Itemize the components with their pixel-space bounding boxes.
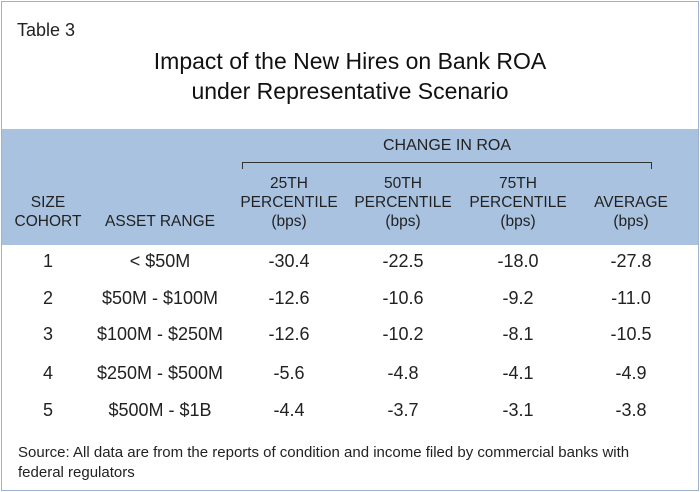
col-header-line: AVERAGE — [594, 194, 668, 211]
cell-average: -10.5 — [610, 324, 652, 344]
cell-average: -27.8 — [610, 251, 652, 271]
group-header-change-in-roa: CHANGE IN ROA — [382, 137, 511, 154]
cell-average: -3.8 — [615, 400, 647, 420]
col-header-line: 75TH — [499, 175, 537, 192]
cell-asset-range: $250M - $500M — [96, 363, 224, 383]
col-header-line: (bps) — [500, 213, 536, 230]
col-header-line: COHORT — [14, 213, 82, 230]
cell-25th-percentile: -30.4 — [268, 251, 310, 271]
title-line-2: under Representative Scenario — [191, 78, 509, 104]
cell-75th-percentile: -8.1 — [502, 324, 534, 344]
cell-asset-range: $50M - $100M — [101, 288, 219, 308]
col-header-line: PERCENTILE — [240, 194, 338, 211]
cell-size-cohort: 4 — [42, 363, 53, 383]
col-header-line: 25TH — [270, 175, 308, 192]
cell-50th-percentile: -22.5 — [382, 251, 424, 271]
cell-asset-range: $500M - $1B — [108, 400, 212, 420]
cell-average: -11.0 — [611, 288, 651, 308]
cell-75th-percentile: -4.1 — [502, 363, 534, 383]
col-header-line: SIZE — [30, 194, 66, 211]
cell-50th-percentile: -10.2 — [382, 324, 424, 344]
header-band — [2, 129, 698, 245]
table-number-label: Table 3 — [17, 20, 76, 40]
col-header-average: AVERAGE (bps) — [576, 193, 686, 231]
col-header-75th-percentile: 75TH PERCENTILE (bps) — [463, 174, 573, 231]
cell-50th-percentile: -3.7 — [387, 400, 419, 420]
cell-size-cohort: 2 — [42, 288, 53, 308]
col-header-line: (bps) — [613, 213, 649, 230]
cell-50th-percentile: -4.8 — [387, 363, 419, 383]
cell-75th-percentile: -3.1 — [502, 400, 534, 420]
col-header-line: PERCENTILE — [469, 194, 567, 211]
cell-asset-range: < $50M — [129, 251, 191, 271]
source-note: Source: All data are from the reports of… — [18, 444, 630, 481]
col-header-line: (bps) — [385, 213, 421, 230]
col-header-size-cohort: SIZE COHORT — [10, 193, 86, 231]
col-header-line: 50TH — [384, 175, 422, 192]
cell-50th-percentile: -10.6 — [382, 288, 424, 308]
cell-size-cohort: 3 — [42, 324, 53, 344]
cell-average: -4.9 — [615, 363, 647, 383]
col-header-25th-percentile: 25TH PERCENTILE (bps) — [234, 174, 344, 231]
cell-size-cohort: 5 — [42, 400, 53, 420]
group-header-bracket — [242, 162, 652, 169]
col-header-line: (bps) — [271, 213, 307, 230]
table-title: Impact of the New Hires on Bank ROA unde… — [2, 46, 698, 106]
cell-size-cohort: 1 — [42, 251, 53, 271]
col-header-line: PERCENTILE — [354, 194, 452, 211]
title-line-1: Impact of the New Hires on Bank ROA — [153, 48, 547, 74]
col-header-50th-percentile: 50TH PERCENTILE (bps) — [348, 174, 458, 231]
cell-25th-percentile: -12.6 — [268, 288, 310, 308]
col-header-asset-range: ASSET RANGE — [86, 212, 234, 231]
cell-25th-percentile: -5.6 — [273, 363, 305, 383]
cell-25th-percentile: -4.4 — [273, 400, 305, 420]
col-header-line: ASSET RANGE — [105, 213, 215, 230]
cell-asset-range: $100M - $250M — [96, 324, 224, 344]
cell-75th-percentile: -9.2 — [502, 288, 534, 308]
cell-75th-percentile: -18.0 — [497, 251, 539, 271]
cell-25th-percentile: -12.6 — [268, 324, 310, 344]
